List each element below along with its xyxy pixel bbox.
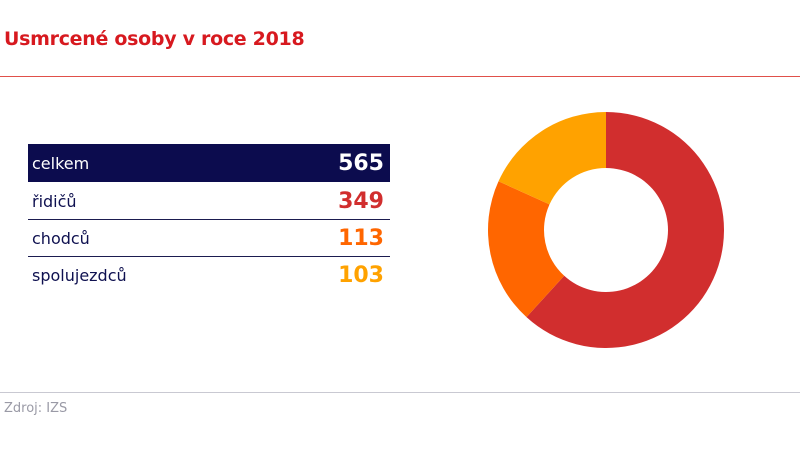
legend-row: spolujezdců 103 (28, 257, 390, 294)
total-row: celkem 565 (28, 144, 390, 182)
donut-chart (488, 112, 724, 348)
legend-row: řidičů 349 (28, 183, 390, 220)
legend-table: celkem 565 řidičů 349 chodců 113 spoluje… (28, 144, 390, 294)
chart-title: Usmrcené osoby v roce 2018 (4, 28, 305, 50)
donut-slice-0 (526, 112, 724, 348)
legend-value: 103 (338, 263, 384, 288)
donut-slice-2 (498, 112, 606, 205)
footer-divider (0, 392, 800, 393)
total-value: 565 (338, 150, 384, 176)
legend-row: chodců 113 (28, 220, 390, 257)
total-label: celkem (32, 153, 90, 173)
legend-label: řidičů (32, 191, 77, 211)
donut-slice-1 (488, 181, 565, 318)
title-divider (0, 76, 800, 77)
legend-label: spolujezdců (32, 266, 127, 285)
legend-value: 349 (338, 188, 384, 214)
source-note: Zdroj: IZS (4, 401, 68, 416)
legend-value: 113 (338, 225, 384, 251)
legend-label: chodců (32, 228, 90, 248)
